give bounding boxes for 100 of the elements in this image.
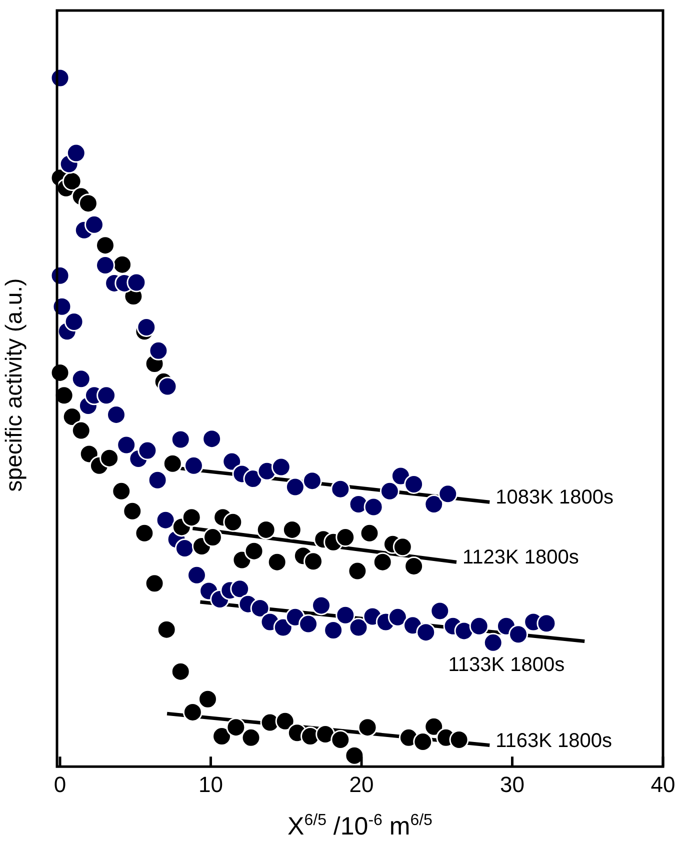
point [62, 407, 82, 427]
point [84, 214, 104, 234]
x-tick-label: 10 [198, 772, 224, 797]
point [122, 501, 142, 521]
y-axis-title: specific activity (a.u.) [0, 278, 28, 492]
point [271, 457, 291, 477]
point [388, 607, 408, 627]
point [298, 614, 318, 634]
point [134, 523, 154, 543]
point [106, 404, 126, 424]
point [430, 601, 450, 621]
point [241, 728, 261, 748]
point [202, 528, 222, 548]
point [256, 520, 276, 540]
x-tick-label: 30 [500, 772, 524, 797]
point [71, 420, 91, 440]
point [138, 440, 158, 460]
point [66, 143, 86, 163]
point [223, 512, 243, 532]
point [302, 471, 322, 491]
point [536, 614, 556, 634]
point [372, 552, 392, 572]
point [95, 236, 115, 256]
point [312, 596, 332, 616]
point [222, 452, 242, 472]
point [508, 624, 528, 644]
series-label: 1163K 1800s [496, 730, 612, 752]
point [483, 632, 503, 652]
point [62, 172, 82, 192]
point [282, 520, 302, 540]
point [404, 474, 424, 494]
point [330, 479, 350, 499]
point [100, 448, 120, 468]
point [112, 481, 132, 501]
point [250, 598, 270, 618]
point [156, 510, 176, 530]
point [449, 730, 469, 750]
point [148, 340, 168, 360]
point [79, 444, 99, 464]
point [413, 732, 433, 752]
point [392, 537, 412, 557]
point [454, 621, 474, 641]
point [273, 618, 293, 638]
series-label: 1123K 1800s [462, 546, 579, 569]
point [275, 711, 295, 731]
point [158, 376, 178, 396]
point [174, 538, 194, 558]
point [170, 430, 190, 450]
point [112, 254, 132, 274]
point [156, 620, 176, 640]
x-axis-title: X$^{6/5}$ /10$^{-6}$ m$^{6/5}$ [286, 812, 434, 842]
point [162, 454, 182, 474]
point [348, 618, 368, 638]
point [202, 429, 222, 449]
point [336, 605, 356, 625]
point [198, 689, 218, 709]
point [186, 565, 206, 585]
point [116, 435, 136, 455]
point [380, 481, 400, 501]
point [438, 484, 458, 504]
point [148, 470, 168, 490]
point [469, 616, 489, 636]
point [336, 528, 356, 548]
point [126, 272, 146, 292]
point [136, 318, 156, 338]
point [316, 724, 336, 744]
point [244, 541, 264, 561]
point [71, 369, 91, 389]
point [324, 620, 344, 640]
point [144, 574, 164, 594]
point [226, 718, 246, 738]
point [348, 561, 368, 581]
point [182, 508, 202, 528]
point [404, 556, 424, 576]
point [360, 523, 380, 543]
point [424, 494, 444, 514]
point [416, 622, 436, 642]
point [184, 456, 204, 476]
x-tick-label: 0 [54, 772, 66, 797]
point [424, 716, 444, 736]
point [96, 386, 116, 406]
point [212, 726, 232, 746]
point [170, 662, 190, 682]
series-label: 1133K 1800s [448, 654, 565, 676]
point [304, 552, 324, 572]
point [230, 579, 250, 599]
point [364, 497, 384, 517]
point [344, 746, 364, 766]
point [182, 702, 202, 722]
point [95, 256, 115, 276]
series-label: 1083K 1800s [496, 486, 614, 509]
x-tick-label: 40 [650, 772, 676, 797]
point [358, 718, 378, 738]
point [267, 552, 287, 572]
point [330, 730, 350, 750]
point [64, 312, 84, 332]
point [285, 477, 305, 497]
point [243, 469, 263, 489]
point [78, 194, 98, 214]
x-tick-label: 20 [349, 772, 374, 797]
